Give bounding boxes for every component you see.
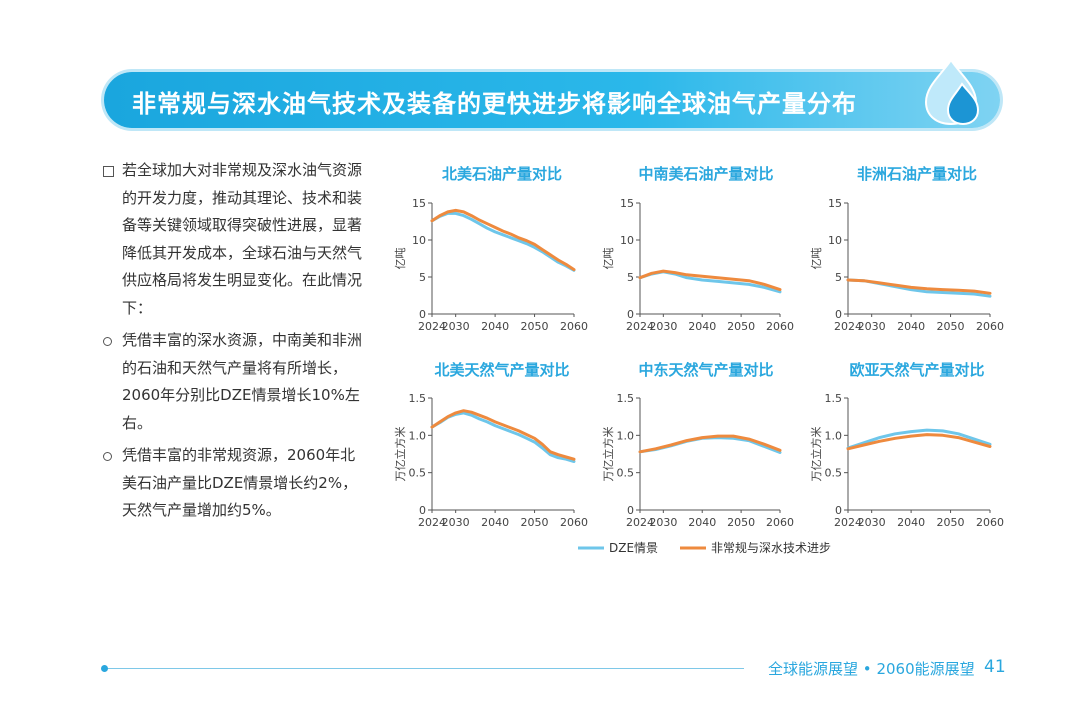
y-tick-label: 1.5 — [825, 392, 843, 405]
chart-title: 中南美石油产量对比 — [638, 165, 773, 183]
x-tick-label: 2040 — [481, 516, 509, 529]
y-tick-label: 0 — [835, 504, 842, 517]
footer-sep: • — [862, 660, 872, 678]
x-tick-label: 2024 — [418, 516, 446, 529]
bullet-item: 凭借丰富的非常规资源，2060年北美石油产量比DZE情景增长约2%，天然气产量增… — [102, 442, 370, 525]
y-tick-label: 15 — [412, 197, 426, 210]
y-tick-label: 15 — [620, 197, 634, 210]
footer-right: 2060能源展望 — [876, 660, 975, 678]
y-axis-label: 亿吨 — [394, 248, 407, 270]
y-axis-label: 亿吨 — [810, 248, 823, 270]
y-tick-label: 0.5 — [409, 467, 427, 480]
chart-title: 非洲石油产量对比 — [857, 165, 977, 183]
y-tick-label: 1.5 — [617, 392, 635, 405]
x-tick-label: 2040 — [481, 320, 509, 333]
series-line-tech — [430, 409, 576, 461]
y-tick-label: 10 — [412, 234, 426, 247]
x-tick-label: 2030 — [442, 516, 470, 529]
y-tick-label: 0 — [419, 308, 426, 321]
y-tick-label: 5 — [835, 271, 842, 284]
x-tick-label: 2030 — [649, 516, 677, 529]
x-tick-label: 2050 — [937, 516, 965, 529]
y-tick-label: 10 — [828, 234, 842, 247]
y-tick-label: 10 — [620, 234, 634, 247]
x-tick-label: 2060 — [976, 320, 1004, 333]
x-tick-label: 2024 — [834, 320, 862, 333]
bullet-text: 凭借丰富的深水资源，中南美和非洲的石油和天然气产量将有所增长，2060年分别比D… — [122, 331, 363, 432]
x-tick-label: 2024 — [834, 516, 862, 529]
x-tick-label: 2060 — [976, 516, 1004, 529]
series-line-tech — [638, 434, 782, 454]
series-line-tech — [638, 269, 782, 292]
y-tick-label: 0 — [835, 308, 842, 321]
page-number: 41 — [984, 657, 1006, 677]
footer-left: 全球能源展望 — [768, 660, 859, 678]
y-axis-label: 万亿立方米 — [601, 427, 615, 482]
x-tick-label: 2024 — [626, 320, 654, 333]
x-tick-label: 2060 — [766, 516, 794, 529]
y-tick-label: 0 — [627, 504, 634, 517]
x-tick-label: 2040 — [897, 320, 925, 333]
series-line-dze — [846, 428, 992, 450]
series-line-tech — [430, 208, 576, 272]
chart-title: 欧亚天然气产量对比 — [849, 361, 984, 379]
x-tick-label: 2050 — [937, 320, 965, 333]
chart-title: 北美石油产量对比 — [442, 165, 562, 183]
y-tick-label: 0 — [419, 504, 426, 517]
x-tick-label: 2040 — [897, 516, 925, 529]
water-drop-icon — [924, 58, 980, 126]
footer-title: 全球能源展望 • 2060能源展望 — [768, 658, 975, 679]
x-tick-label: 2050 — [727, 320, 755, 333]
series-line-tech — [846, 433, 992, 451]
x-tick-label: 2050 — [521, 320, 549, 333]
footer-divider — [104, 668, 744, 669]
legend-label-tech: 非常规与深水技术进步 — [711, 540, 831, 555]
x-tick-label: 2060 — [560, 320, 588, 333]
circle-bullet-icon — [103, 337, 112, 346]
page-title: 非常规与深水油气技术及装备的更快进步将影响全球油气产量分布 — [132, 90, 857, 118]
x-tick-label: 2040 — [688, 320, 716, 333]
x-tick-label: 2030 — [442, 320, 470, 333]
chart-title: 中东天然气产量对比 — [638, 361, 773, 379]
bullet-text: 凭借丰富的非常规资源，2060年北美石油产量比DZE情景增长约2%，天然气产量增… — [122, 446, 358, 519]
x-tick-label: 2024 — [418, 320, 446, 333]
x-tick-label: 2050 — [521, 516, 549, 529]
x-tick-label: 2040 — [688, 516, 716, 529]
y-tick-label: 1.0 — [825, 429, 843, 442]
legend-label-dze: DZE情景 — [609, 541, 658, 555]
chart-title: 北美天然气产量对比 — [434, 361, 569, 379]
y-tick-label: 0.5 — [825, 467, 843, 480]
y-tick-label: 0 — [627, 308, 634, 321]
y-tick-label: 5 — [627, 271, 634, 284]
y-axis-label: 万亿立方米 — [809, 427, 823, 482]
x-tick-label: 2060 — [560, 516, 588, 529]
y-axis-label: 亿吨 — [602, 248, 615, 270]
y-tick-label: 5 — [419, 271, 426, 284]
bullet-text: 若全球加大对非常规及深水油气资源的开发力度，推动其理论、技术和装备等关键领域取得… — [122, 161, 363, 317]
x-tick-label: 2030 — [649, 320, 677, 333]
square-bullet-icon — [103, 166, 114, 177]
x-tick-label: 2030 — [858, 320, 886, 333]
title-banner — [104, 72, 1000, 128]
series-line-dze — [430, 211, 576, 272]
x-tick-label: 2030 — [858, 516, 886, 529]
y-tick-label: 1.0 — [409, 429, 427, 442]
y-tick-label: 1.5 — [409, 392, 427, 405]
series-line-tech — [846, 278, 992, 295]
footer-dot — [101, 665, 108, 672]
y-tick-label: 15 — [828, 197, 842, 210]
y-tick-label: 0.5 — [617, 467, 635, 480]
circle-bullet-icon — [103, 452, 112, 461]
bullet-item: 凭借丰富的深水资源，中南美和非洲的石油和天然气产量将有所增长，2060年分别比D… — [102, 327, 370, 437]
y-tick-label: 1.0 — [617, 429, 635, 442]
series-line-dze — [638, 436, 782, 454]
x-tick-label: 2060 — [766, 320, 794, 333]
x-tick-label: 2024 — [626, 516, 654, 529]
bullet-list: 若全球加大对非常规及深水油气资源的开发力度，推动其理论、技术和装备等关键领域取得… — [102, 157, 370, 530]
y-axis-label: 万亿立方米 — [393, 427, 407, 482]
bullet-item: 若全球加大对非常规及深水油气资源的开发力度，推动其理论、技术和装备等关键领域取得… — [102, 157, 370, 322]
x-tick-label: 2050 — [727, 516, 755, 529]
